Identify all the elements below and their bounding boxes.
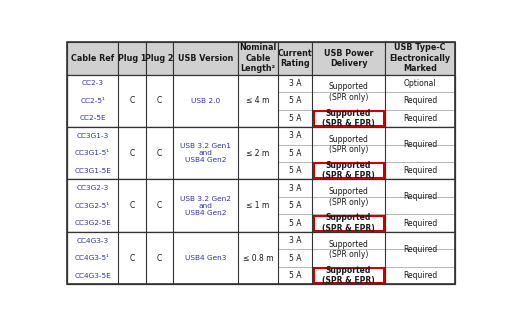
Text: USB Power
Delivery: USB Power Delivery: [324, 48, 374, 68]
Text: CC3G1-3: CC3G1-3: [76, 133, 109, 139]
Text: Supported
(SPR only): Supported (SPR only): [329, 240, 369, 259]
Text: USB 3.2 Gen2
and
USB4 Gen2: USB 3.2 Gen2 and USB4 Gen2: [180, 196, 231, 216]
Text: 5 A: 5 A: [289, 166, 301, 175]
Bar: [314, 111, 384, 126]
Text: USB 3.2 Gen1
and
USB4 Gen2: USB 3.2 Gen1 and USB4 Gen2: [180, 143, 231, 163]
Text: CC2-5¹: CC2-5¹: [80, 98, 105, 104]
Bar: [67, 127, 455, 180]
Text: Required: Required: [403, 245, 437, 254]
Bar: [314, 163, 384, 178]
Text: Required: Required: [403, 219, 437, 228]
Text: Supported
(SPR & EPR): Supported (SPR & EPR): [322, 109, 375, 128]
Bar: [67, 42, 119, 75]
Text: 3 A: 3 A: [289, 131, 301, 140]
Text: Supported
(SPR & EPR): Supported (SPR & EPR): [322, 266, 375, 285]
Text: 5 A: 5 A: [289, 149, 301, 158]
Text: Supported
(SPR only): Supported (SPR only): [329, 82, 369, 102]
Text: CC3G1-5¹: CC3G1-5¹: [75, 150, 110, 156]
Text: C: C: [129, 201, 135, 210]
Text: CC3G2-3: CC3G2-3: [76, 185, 109, 191]
Bar: [119, 42, 146, 75]
Text: CC3G2-5¹: CC3G2-5¹: [75, 203, 110, 209]
Text: USB Version: USB Version: [178, 54, 233, 63]
Text: CC4G3-3: CC4G3-3: [76, 238, 109, 244]
Text: Required: Required: [403, 271, 437, 280]
Text: ≤ 1 m: ≤ 1 m: [246, 201, 270, 210]
Bar: [385, 42, 455, 75]
Text: 5 A: 5 A: [289, 254, 301, 263]
Bar: [67, 232, 455, 284]
Text: Required: Required: [403, 193, 437, 202]
Text: Plug 1: Plug 1: [118, 54, 146, 63]
Bar: [278, 42, 313, 75]
Text: C: C: [157, 149, 162, 158]
Text: Supported
(SPR & EPR): Supported (SPR & EPR): [322, 161, 375, 181]
Text: Nominal
Cable
Length²: Nominal Cable Length²: [239, 43, 276, 73]
Text: Supported
(SPR only): Supported (SPR only): [329, 135, 369, 154]
Text: Required: Required: [403, 114, 437, 123]
Text: ≤ 4 m: ≤ 4 m: [246, 96, 270, 105]
Text: USB4 Gen3: USB4 Gen3: [185, 255, 226, 261]
Text: 5 A: 5 A: [289, 271, 301, 280]
Text: ≤ 0.8 m: ≤ 0.8 m: [243, 254, 273, 263]
Text: C: C: [157, 201, 162, 210]
Text: CC4G3-5E: CC4G3-5E: [74, 273, 111, 279]
Bar: [146, 42, 173, 75]
Text: Required: Required: [403, 96, 437, 105]
Text: 5 A: 5 A: [289, 219, 301, 228]
Text: 3 A: 3 A: [289, 79, 301, 88]
Text: CC3G2-5E: CC3G2-5E: [74, 220, 111, 226]
Text: Current
Rating: Current Rating: [278, 48, 313, 68]
Text: 5 A: 5 A: [289, 114, 301, 123]
Bar: [238, 42, 278, 75]
Text: 5 A: 5 A: [289, 96, 301, 105]
Text: 5 A: 5 A: [289, 201, 301, 210]
Text: CC2-5E: CC2-5E: [79, 115, 106, 121]
Text: Required: Required: [403, 166, 437, 175]
Text: C: C: [157, 254, 162, 263]
Text: Required: Required: [403, 140, 437, 149]
Text: C: C: [129, 96, 135, 105]
Text: CC4G3-5¹: CC4G3-5¹: [75, 255, 110, 261]
Text: C: C: [129, 254, 135, 263]
Text: Plug 2: Plug 2: [145, 54, 174, 63]
Text: C: C: [157, 96, 162, 105]
Text: USB Type-C
Electronically
Marked: USB Type-C Electronically Marked: [389, 43, 450, 73]
Text: ≤ 2 m: ≤ 2 m: [246, 149, 270, 158]
Text: CC3G1-5E: CC3G1-5E: [74, 168, 111, 174]
Bar: [67, 180, 455, 232]
Bar: [313, 42, 385, 75]
Bar: [314, 216, 384, 231]
Text: USB 2.0: USB 2.0: [191, 98, 220, 104]
Text: C: C: [129, 149, 135, 158]
Text: CC2-3: CC2-3: [81, 80, 104, 86]
Text: Cable Ref: Cable Ref: [71, 54, 114, 63]
Text: 3 A: 3 A: [289, 184, 301, 193]
Text: 3 A: 3 A: [289, 236, 301, 245]
Text: Supported
(SPR only): Supported (SPR only): [329, 187, 369, 207]
Bar: [173, 42, 238, 75]
Bar: [67, 42, 455, 75]
Text: Supported
(SPR & EPR): Supported (SPR & EPR): [322, 214, 375, 233]
Bar: [67, 75, 455, 127]
Bar: [314, 268, 384, 283]
Text: Optional: Optional: [404, 79, 436, 88]
